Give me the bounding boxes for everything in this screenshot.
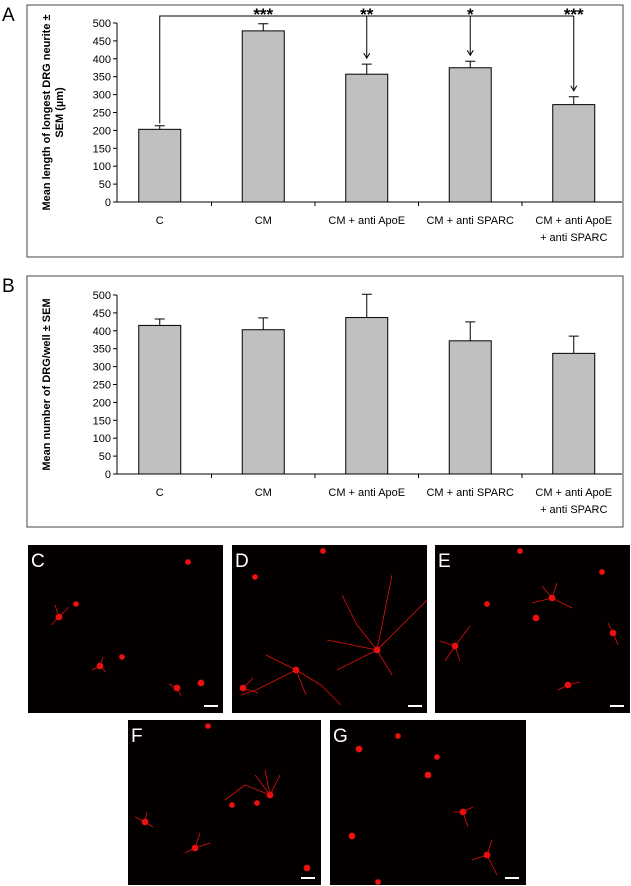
x-tick-label: CM + anti ApoE	[328, 487, 405, 499]
arrow-head	[363, 52, 371, 60]
micrograph	[435, 545, 630, 713]
panel-label: B	[2, 276, 15, 297]
image-panel-label: D	[235, 551, 249, 572]
panel-frame	[26, 275, 624, 528]
y-tick-label: 150	[93, 415, 111, 427]
bar	[552, 352, 596, 475]
y-tick-label: 450	[93, 36, 111, 48]
error-bar	[361, 63, 372, 75]
y-tick-label: 450	[93, 308, 111, 320]
bar	[345, 73, 389, 203]
y-tick-label: 300	[93, 90, 111, 102]
error-bar	[568, 335, 579, 354]
error-bar	[465, 321, 476, 341]
error-bar	[568, 96, 579, 105]
x-tick-label: CM + anti SPARC	[426, 487, 514, 499]
image-panel-label: C	[31, 551, 45, 572]
bar	[448, 67, 492, 203]
significance-label: *	[467, 5, 474, 24]
y-tick-label: 350	[93, 344, 111, 356]
arrow-head	[570, 85, 578, 92]
significance-label: ***	[564, 5, 584, 24]
error-bar	[258, 23, 269, 31]
y-tick-label: 150	[93, 143, 111, 155]
micrograph	[330, 720, 526, 885]
x-tick-label: C	[156, 215, 164, 227]
error-bar	[465, 60, 476, 68]
bar	[448, 340, 492, 475]
significance-label: ***	[253, 5, 273, 24]
y-tick-label: 250	[93, 380, 111, 392]
y-tick-label: 350	[93, 72, 111, 84]
y-tick-label: 500	[93, 18, 111, 30]
image-panel-label: E	[438, 551, 451, 572]
micrograph	[28, 545, 223, 713]
x-tick-label: CM	[255, 487, 272, 499]
y-tick-label: 400	[93, 326, 111, 338]
x-tick-label: CM + anti ApoE + anti SPARC	[535, 487, 612, 516]
y-tick-label: 0	[105, 469, 111, 481]
x-tick-label: C	[156, 487, 164, 499]
y-axis-label: Mean length of longest DRG neurite ±SEM …	[41, 14, 66, 210]
bar	[138, 324, 182, 475]
panel-frame	[26, 4, 624, 258]
y-tick-label: 400	[93, 54, 111, 66]
y-tick-label: 0	[105, 197, 111, 209]
error-bar	[154, 125, 165, 130]
error-bar	[361, 293, 372, 318]
bracket	[159, 15, 574, 124]
y-tick-label: 250	[93, 108, 111, 120]
image-panel-label: F	[131, 726, 143, 747]
bar	[241, 329, 285, 475]
x-tick-label: CM + anti SPARC	[426, 215, 514, 227]
y-tick-label: 100	[93, 433, 111, 445]
x-tick-label: CM + anti ApoE + anti SPARC	[535, 215, 612, 244]
y-tick-label: 500	[93, 290, 111, 302]
x-tick-label: CM + anti ApoE	[328, 215, 405, 227]
y-tick-label: 200	[93, 125, 111, 137]
significance-label: **	[360, 5, 374, 24]
bar	[241, 30, 285, 203]
y-tick-label: 50	[99, 179, 111, 191]
micrographs	[28, 545, 630, 885]
bar	[345, 317, 389, 475]
error-bar	[258, 317, 269, 330]
micrograph	[232, 545, 428, 713]
micrograph	[128, 720, 321, 885]
panel-label: A	[2, 5, 15, 26]
arrow-head	[466, 50, 474, 57]
y-axis-label: Mean number of DRG/well ± SEM	[41, 298, 53, 470]
x-tick-label: CM	[255, 215, 272, 227]
y-tick-label: 200	[93, 397, 111, 409]
y-tick-label: 50	[99, 451, 111, 463]
bar	[552, 104, 596, 203]
image-panel-label: G	[333, 726, 348, 747]
y-tick-label: 300	[93, 362, 111, 374]
y-tick-label: 100	[93, 161, 111, 173]
error-bar	[154, 318, 165, 326]
bar	[138, 128, 182, 203]
